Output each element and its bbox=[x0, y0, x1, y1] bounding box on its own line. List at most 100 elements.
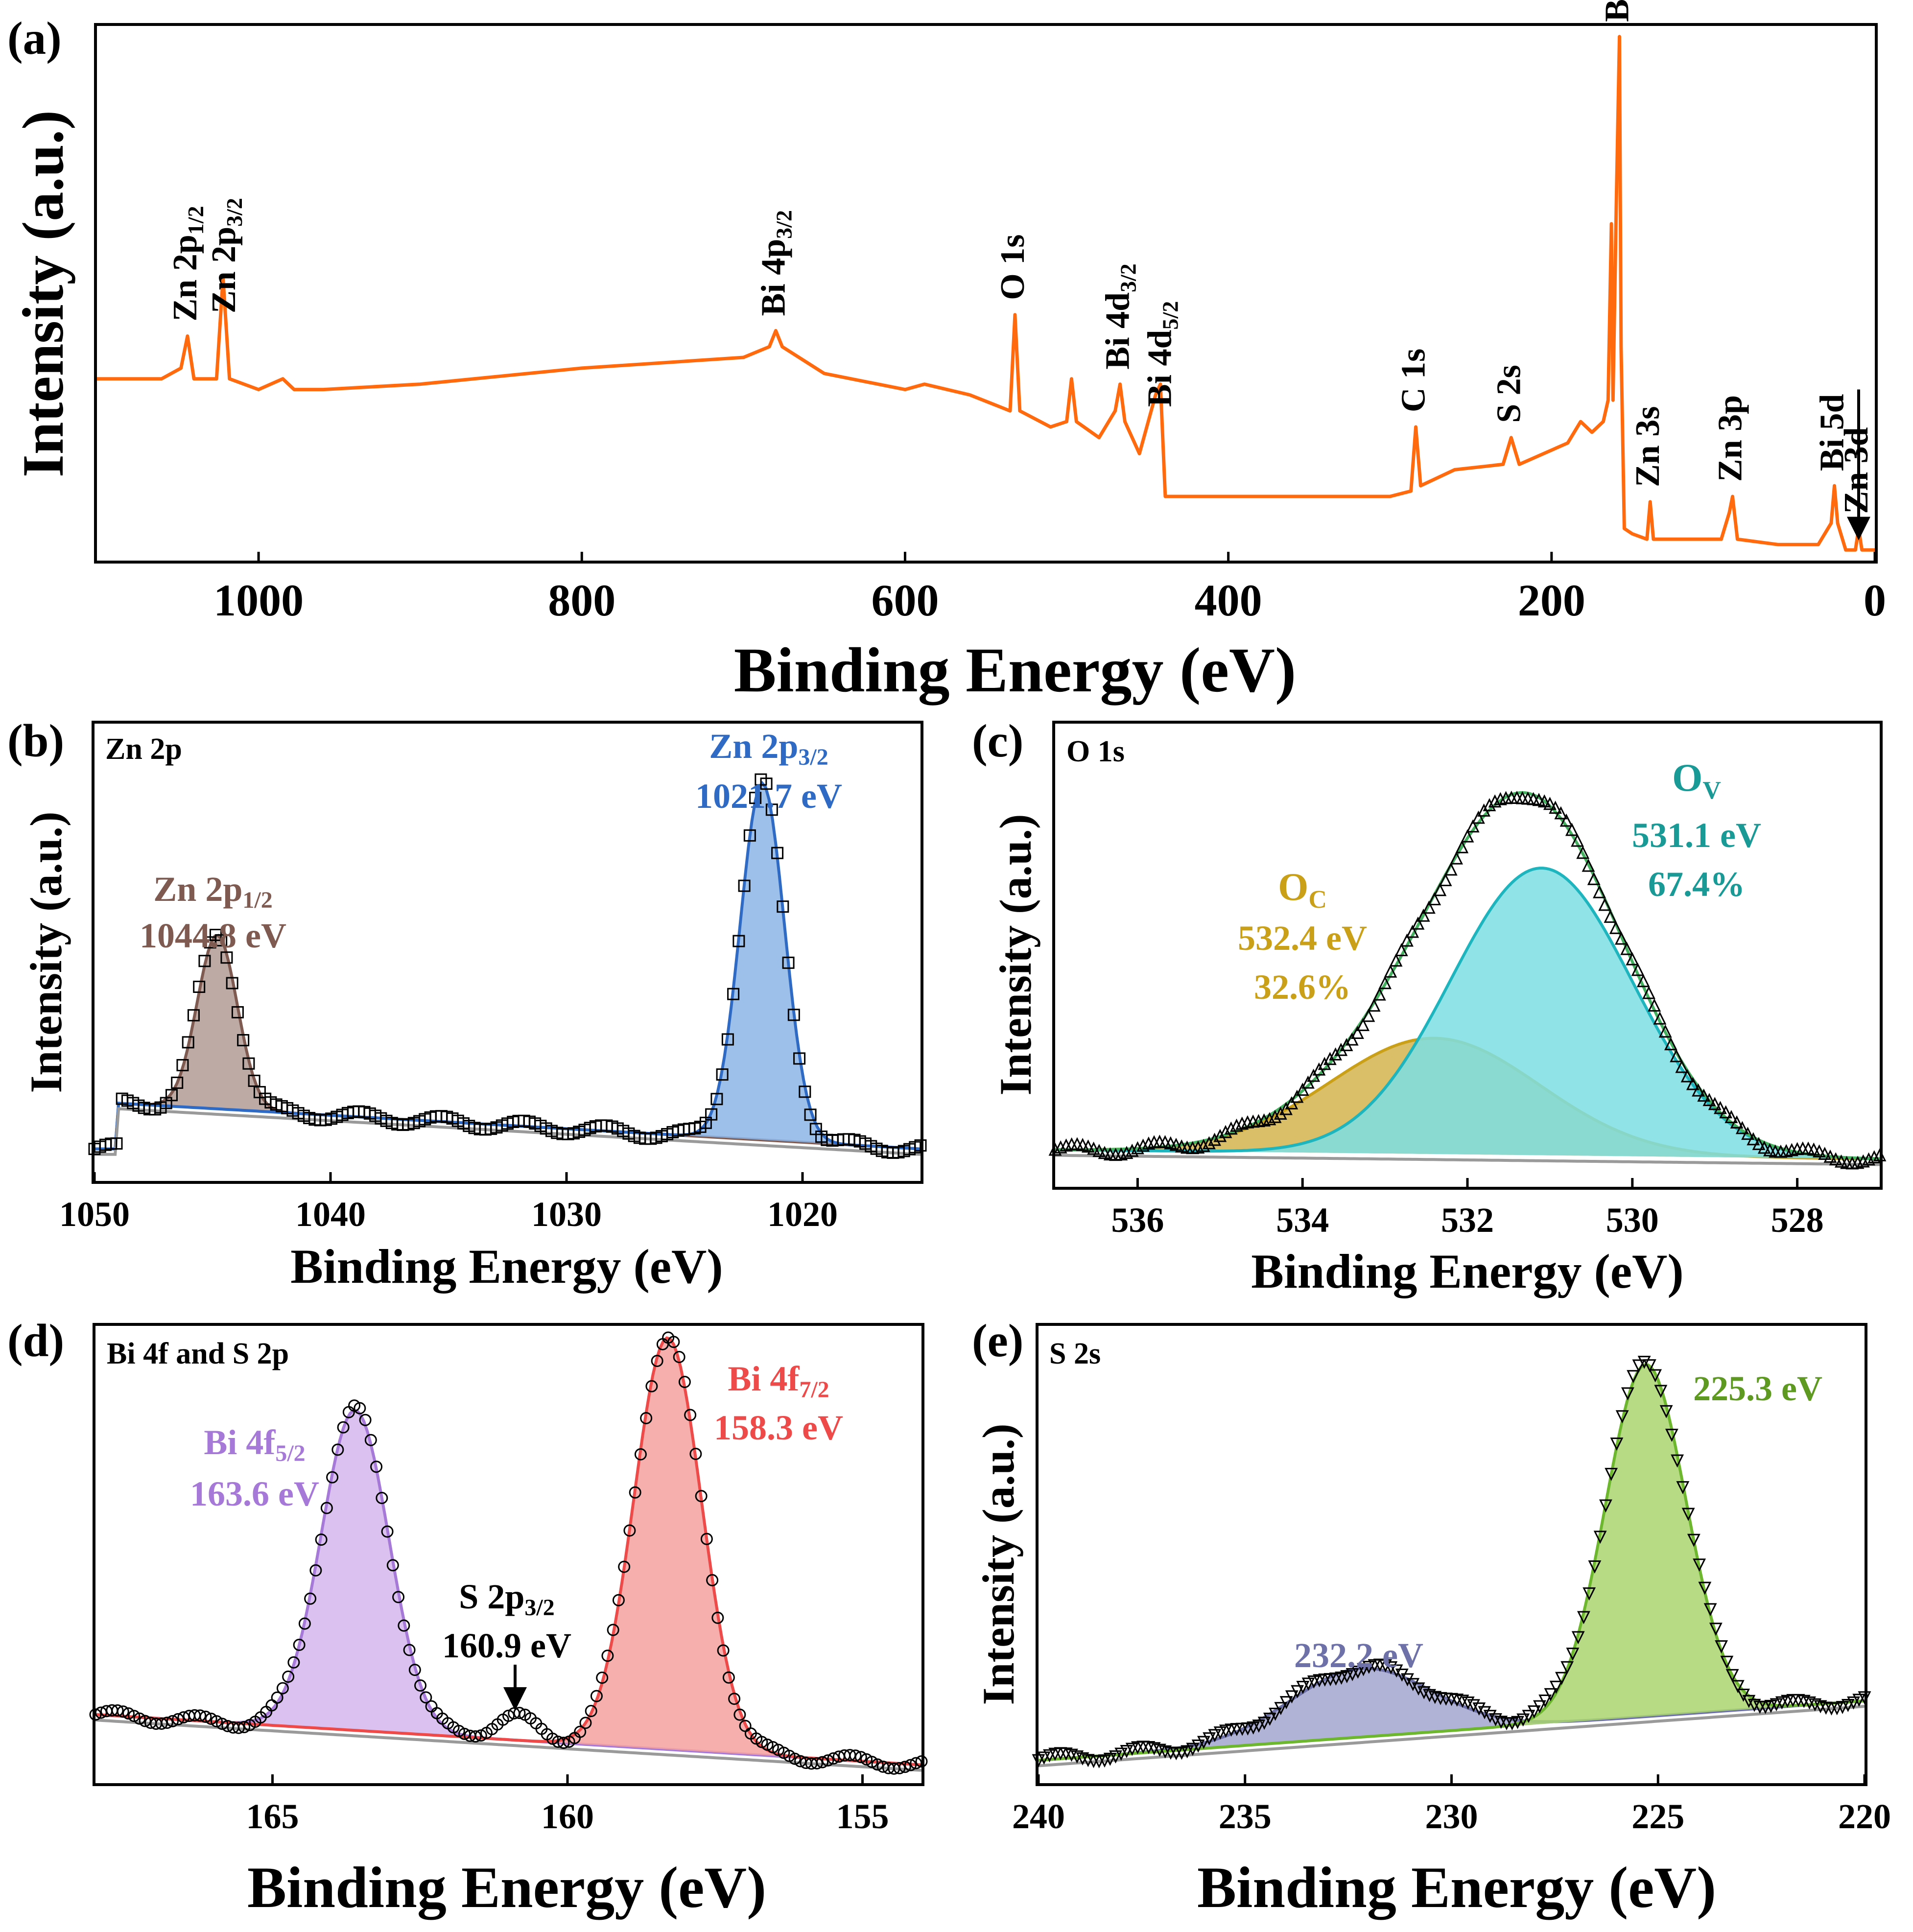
data-point bbox=[1032, 1754, 1045, 1767]
data-point bbox=[914, 1139, 927, 1152]
data-point bbox=[398, 1619, 410, 1632]
data-point bbox=[376, 1492, 388, 1505]
data-point bbox=[176, 1059, 189, 1072]
data-point bbox=[771, 847, 784, 859]
data-point bbox=[1291, 1685, 1304, 1698]
data-point bbox=[1120, 1745, 1134, 1758]
survey-line bbox=[97, 35, 1875, 552]
data-point bbox=[1659, 1405, 1673, 1418]
panel-a: (a) Intensity (a.u.) Binding Energy (eV)… bbox=[7, 0, 1886, 706]
data-point bbox=[711, 1611, 724, 1624]
data-point bbox=[1467, 1699, 1480, 1713]
x-tick-label: 200 bbox=[1518, 575, 1585, 625]
data-point bbox=[1412, 1682, 1425, 1696]
data-point bbox=[1103, 1752, 1117, 1766]
panel-a-ylabel: Intensity (a.u.) bbox=[10, 110, 75, 477]
data-point bbox=[623, 1524, 636, 1537]
peak-value-225: 225.3 eV bbox=[1693, 1369, 1822, 1408]
data-point bbox=[1565, 823, 1579, 836]
data-point bbox=[1692, 1083, 1705, 1097]
x-tick-label: 160 bbox=[541, 1797, 594, 1836]
panel-a-label: (a) bbox=[7, 12, 62, 64]
x-tick-label: 235 bbox=[1219, 1797, 1272, 1836]
data-point bbox=[1818, 1147, 1832, 1160]
data-point bbox=[667, 1336, 680, 1348]
data-point bbox=[1269, 1707, 1282, 1721]
data-point bbox=[1841, 1699, 1855, 1712]
data-point bbox=[596, 1672, 609, 1684]
data-point bbox=[717, 1644, 730, 1657]
data-point bbox=[618, 1560, 631, 1573]
data-point bbox=[1610, 1437, 1624, 1451]
data-point bbox=[1757, 1140, 1771, 1154]
peak-annotation: Bi 4p3/2 bbox=[755, 210, 796, 316]
peak-label-bi4f52: Bi 4f5/2 bbox=[204, 1423, 305, 1466]
x-tick-label: 530 bbox=[1606, 1201, 1659, 1240]
data-point bbox=[1703, 1603, 1717, 1617]
data-point bbox=[1257, 1717, 1271, 1730]
peak-fill bbox=[1055, 868, 1880, 1159]
background-line bbox=[1055, 1154, 1880, 1166]
data-point bbox=[309, 1564, 322, 1577]
data-point bbox=[1847, 1696, 1860, 1710]
data-point bbox=[1615, 1410, 1629, 1424]
data-point bbox=[1627, 1370, 1640, 1384]
x-tick-label: 0 bbox=[1864, 575, 1886, 625]
data-point bbox=[1582, 858, 1595, 872]
data-point bbox=[1856, 1154, 1870, 1168]
data-point bbox=[1813, 1144, 1826, 1158]
data-point bbox=[700, 1532, 713, 1545]
data-point bbox=[1406, 924, 1419, 938]
data-point bbox=[1752, 1137, 1766, 1150]
data-point bbox=[1125, 1143, 1139, 1157]
data-point bbox=[1533, 1700, 1546, 1714]
data-point bbox=[827, 1752, 840, 1765]
panel-a-frame bbox=[94, 23, 1878, 564]
data-point bbox=[1268, 1109, 1282, 1123]
data-point bbox=[574, 1725, 587, 1738]
panel-b-title: Zn 2p bbox=[105, 732, 182, 766]
peak-annotation: Bi 4d3/2 bbox=[1099, 263, 1141, 369]
peak-percent-oc: 32.6% bbox=[1254, 967, 1351, 1007]
data-point bbox=[1593, 885, 1606, 898]
peak-fill bbox=[1039, 1365, 1865, 1761]
panel-e-ticks: 240 235 230 225 220 bbox=[1012, 1774, 1891, 1836]
data-point bbox=[1604, 909, 1617, 923]
data-point bbox=[1394, 943, 1408, 957]
data-point bbox=[215, 934, 228, 947]
panel-c-frame bbox=[1052, 721, 1883, 1190]
data-point bbox=[722, 1671, 735, 1684]
data-point bbox=[1598, 897, 1612, 911]
data-point bbox=[1702, 1093, 1716, 1107]
data-point bbox=[210, 1715, 223, 1728]
panel-a-ticks: 1000 800 600 400 200 0 bbox=[213, 552, 1886, 625]
data-point bbox=[904, 1759, 917, 1771]
data-point bbox=[1335, 1672, 1348, 1685]
data-point bbox=[695, 1490, 708, 1503]
data-point bbox=[1483, 798, 1496, 811]
data-point bbox=[359, 1414, 372, 1426]
data-point bbox=[1307, 1068, 1321, 1082]
data-point bbox=[315, 1533, 328, 1546]
data-point bbox=[381, 1525, 394, 1538]
data-point bbox=[1466, 819, 1480, 833]
data-point bbox=[1428, 892, 1441, 905]
panel-d-title: Bi 4f and S 2p bbox=[107, 1337, 289, 1370]
data-point bbox=[1274, 1107, 1287, 1120]
data-point bbox=[590, 1690, 603, 1702]
data-point bbox=[1489, 1713, 1502, 1726]
data-point bbox=[866, 1756, 878, 1768]
panel-b-label: (b) bbox=[7, 715, 64, 767]
data-point bbox=[1081, 1139, 1095, 1153]
data-point bbox=[761, 1738, 774, 1751]
data-point bbox=[1087, 1141, 1101, 1155]
peak-label-zn2p12: Zn 2p1/2 bbox=[153, 870, 272, 913]
data-point bbox=[282, 1671, 295, 1683]
panel-b-peak-labels: Zn 2p1/2 1044.8 eV Zn 2p3/2 1021.7 eV bbox=[140, 727, 842, 955]
data-point bbox=[1803, 1696, 1816, 1710]
peak-label-bi4f72: Bi 4f7/2 bbox=[728, 1359, 829, 1403]
data-point bbox=[1131, 1141, 1144, 1154]
data-point bbox=[1621, 1387, 1634, 1401]
data-point bbox=[1643, 1359, 1656, 1372]
panel-d-peak-labels: Bi 4f5/2 163.6 eV S 2p3/2 160.9 eV Bi 4f… bbox=[190, 1359, 843, 1711]
